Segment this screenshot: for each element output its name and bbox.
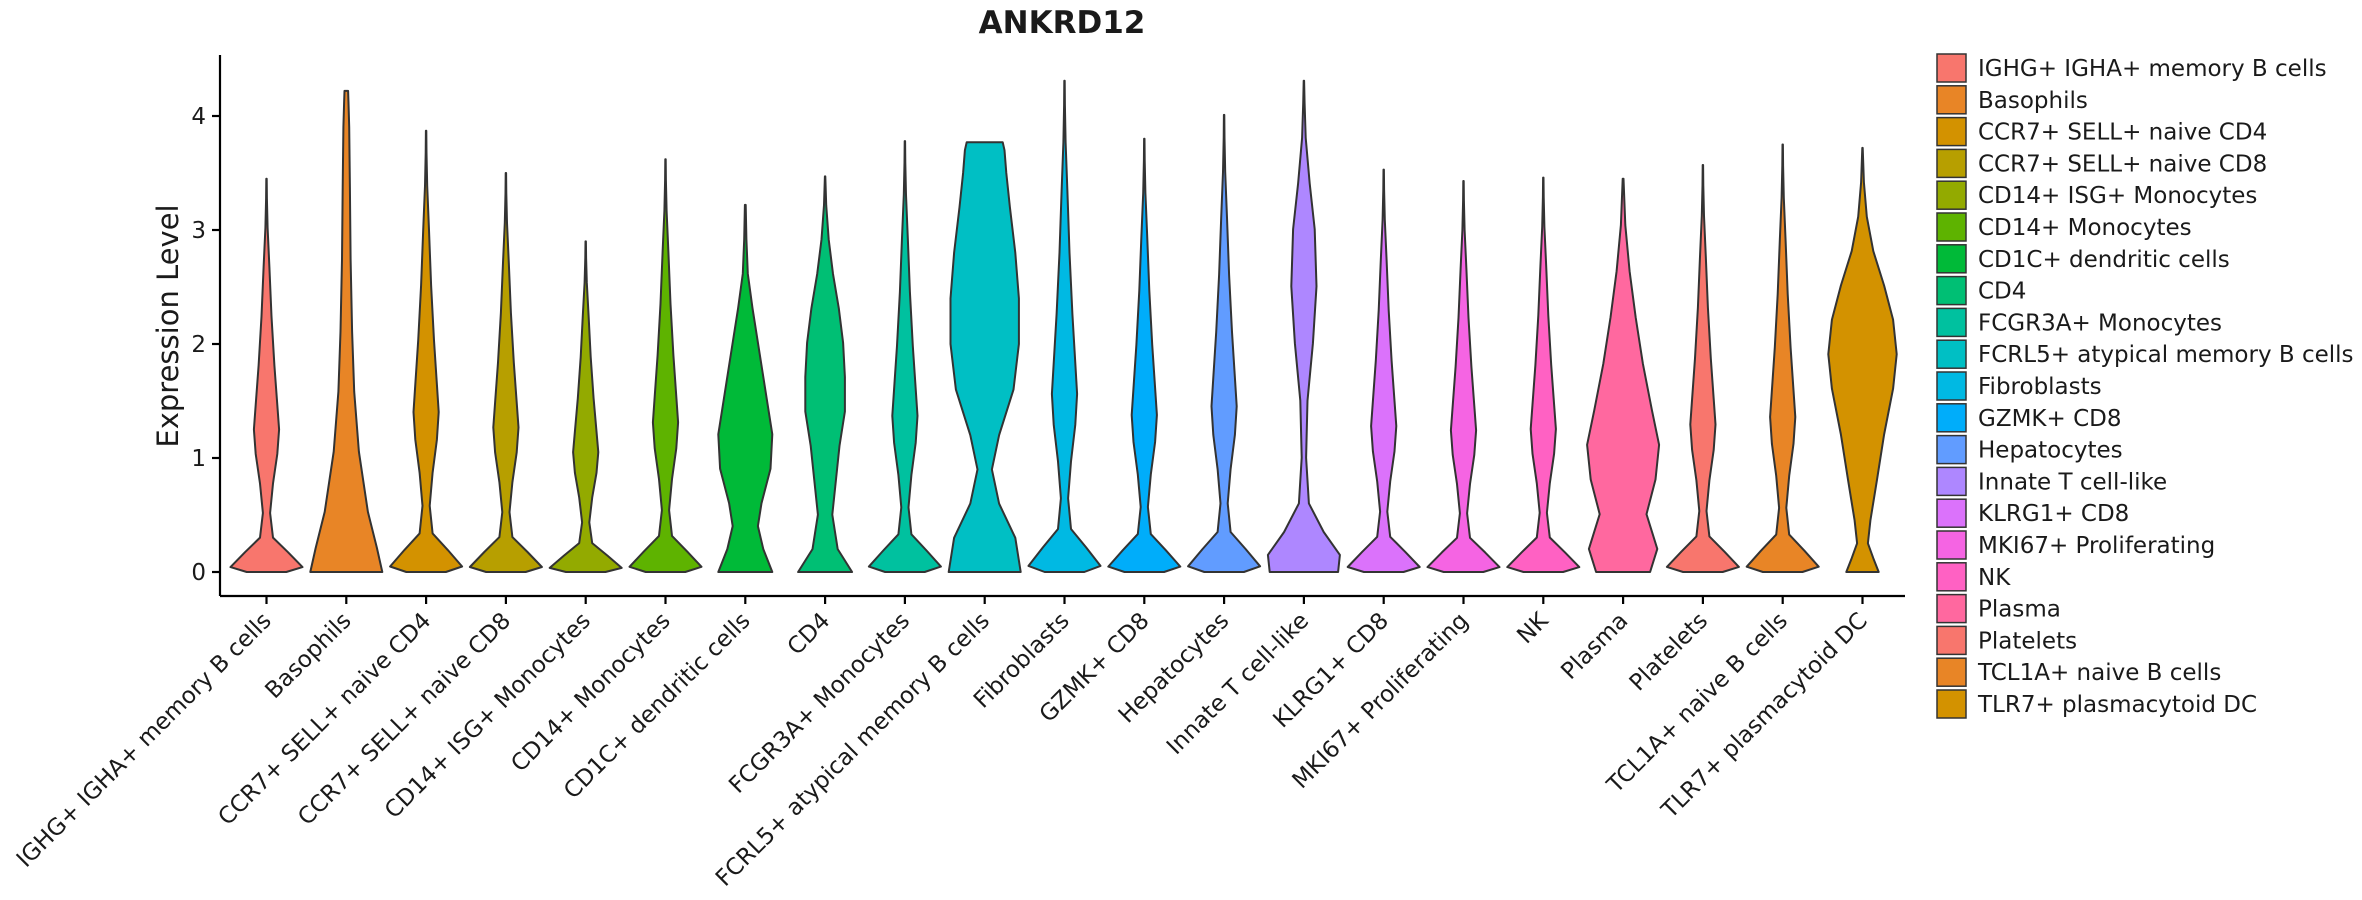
violin-19 bbox=[1665, 164, 1740, 573]
legend-key bbox=[1936, 339, 1967, 369]
x-tick-label: CD14+ Monocytes bbox=[506, 608, 675, 777]
y-tick-label: 1 bbox=[191, 446, 206, 472]
legend: IGHG+ IGHA+ memory B cells Basophils CCR7+… bbox=[1936, 53, 2354, 719]
legend-label: TCL1A+ naive B cells bbox=[1977, 660, 2221, 686]
legend-label: CD14+ ISG+ Monocytes bbox=[1978, 183, 2257, 209]
violin-16 bbox=[1426, 180, 1501, 573]
legend-label: FCRL5+ atypical memory B cells bbox=[1978, 342, 2354, 368]
x-tick-label: CD4 bbox=[783, 608, 836, 661]
x-tick-label: Innate T cell-like bbox=[1162, 608, 1314, 760]
x-tick-label: Plasma bbox=[1556, 608, 1633, 685]
legend-key bbox=[1936, 275, 1967, 306]
legend-label: Plasma bbox=[1978, 597, 2061, 623]
violin-13 bbox=[1187, 113, 1262, 573]
legend-label: NK bbox=[1978, 565, 2011, 591]
y-tick-label: 0 bbox=[191, 560, 206, 586]
y-tick-label: 4 bbox=[191, 104, 206, 130]
y-tick-label: 2 bbox=[191, 332, 206, 358]
legend-key bbox=[1936, 244, 1967, 274]
violin-21 bbox=[1827, 146, 1898, 573]
legend-key bbox=[1936, 625, 1967, 656]
legend-key bbox=[1936, 593, 1967, 624]
x-tick-label: NK bbox=[1512, 607, 1554, 649]
legend-key bbox=[1936, 53, 1967, 83]
legend-key bbox=[1936, 466, 1967, 497]
legend-key bbox=[1936, 403, 1967, 433]
legend-label: CD1C+ dendritic cells bbox=[1978, 247, 2230, 273]
violin-17 bbox=[1506, 176, 1581, 573]
legend-label: CD4 bbox=[1978, 279, 2026, 305]
y-axis-title: Expression Level bbox=[151, 204, 185, 447]
violin-9 bbox=[867, 140, 942, 573]
violin-2 bbox=[309, 89, 384, 573]
legend-label: IGHG+ IGHA+ memory B cells bbox=[1978, 56, 2327, 82]
violin-10 bbox=[947, 141, 1022, 573]
legend-label: CCR7+ SELL+ naive CD4 bbox=[1978, 120, 2267, 146]
chart-title: ANKRD12 bbox=[979, 5, 1146, 41]
violin-18 bbox=[1586, 177, 1661, 573]
x-ticks: IGHG+ IGHA+ memory B cellsBasophilsCCR7+… bbox=[12, 596, 1873, 892]
violin-12 bbox=[1107, 137, 1182, 573]
y-ticks: 0 1 2 3 4 bbox=[191, 104, 220, 586]
legend-key bbox=[1936, 371, 1967, 401]
legend-key bbox=[1936, 307, 1967, 338]
legend-key bbox=[1936, 116, 1967, 147]
violin-20 bbox=[1745, 143, 1820, 573]
legend-key bbox=[1936, 562, 1967, 592]
legend-label: Innate T cell-like bbox=[1978, 469, 2167, 495]
x-tick-label: IGHG+ IGHA+ memory B cells bbox=[12, 608, 277, 873]
legend-key bbox=[1936, 212, 1967, 242]
legend-label: CD14+ Monocytes bbox=[1978, 215, 2192, 241]
legend-key bbox=[1936, 498, 1967, 528]
violin-1 bbox=[229, 177, 304, 573]
legend-key bbox=[1936, 148, 1967, 179]
violin-group bbox=[229, 79, 1898, 573]
y-tick-label: 3 bbox=[191, 218, 206, 244]
legend-label: KLRG1+ CD8 bbox=[1978, 501, 2129, 527]
legend-key bbox=[1936, 657, 1967, 687]
legend-label: GZMK+ CD8 bbox=[1978, 406, 2122, 432]
legend-label: FCGR3A+ Monocytes bbox=[1978, 310, 2222, 336]
violin-3 bbox=[389, 129, 464, 573]
legend-key bbox=[1936, 530, 1967, 560]
legend-key bbox=[1936, 180, 1967, 210]
legend-key bbox=[1936, 689, 1967, 719]
legend-key bbox=[1936, 85, 1967, 115]
legend-label: TLR7+ plasmacytoid DC bbox=[1977, 692, 2257, 718]
violin-7 bbox=[717, 203, 774, 573]
violin-6 bbox=[628, 158, 703, 573]
legend-label: Platelets bbox=[1978, 628, 2077, 654]
violin-8 bbox=[797, 175, 854, 573]
violin-11 bbox=[1027, 79, 1102, 573]
violin-5 bbox=[548, 240, 623, 573]
violin-14 bbox=[1266, 79, 1341, 573]
legend-label: MKI67+ Proliferating bbox=[1978, 533, 2215, 559]
legend-label: Fibroblasts bbox=[1978, 374, 2102, 400]
violin-4 bbox=[468, 172, 543, 573]
legend-label: CCR7+ SELL+ naive CD8 bbox=[1978, 151, 2267, 177]
legend-label: Basophils bbox=[1978, 88, 2088, 114]
legend-label: Hepatocytes bbox=[1978, 438, 2123, 464]
legend-key bbox=[1936, 434, 1967, 465]
violin-15 bbox=[1346, 168, 1421, 573]
